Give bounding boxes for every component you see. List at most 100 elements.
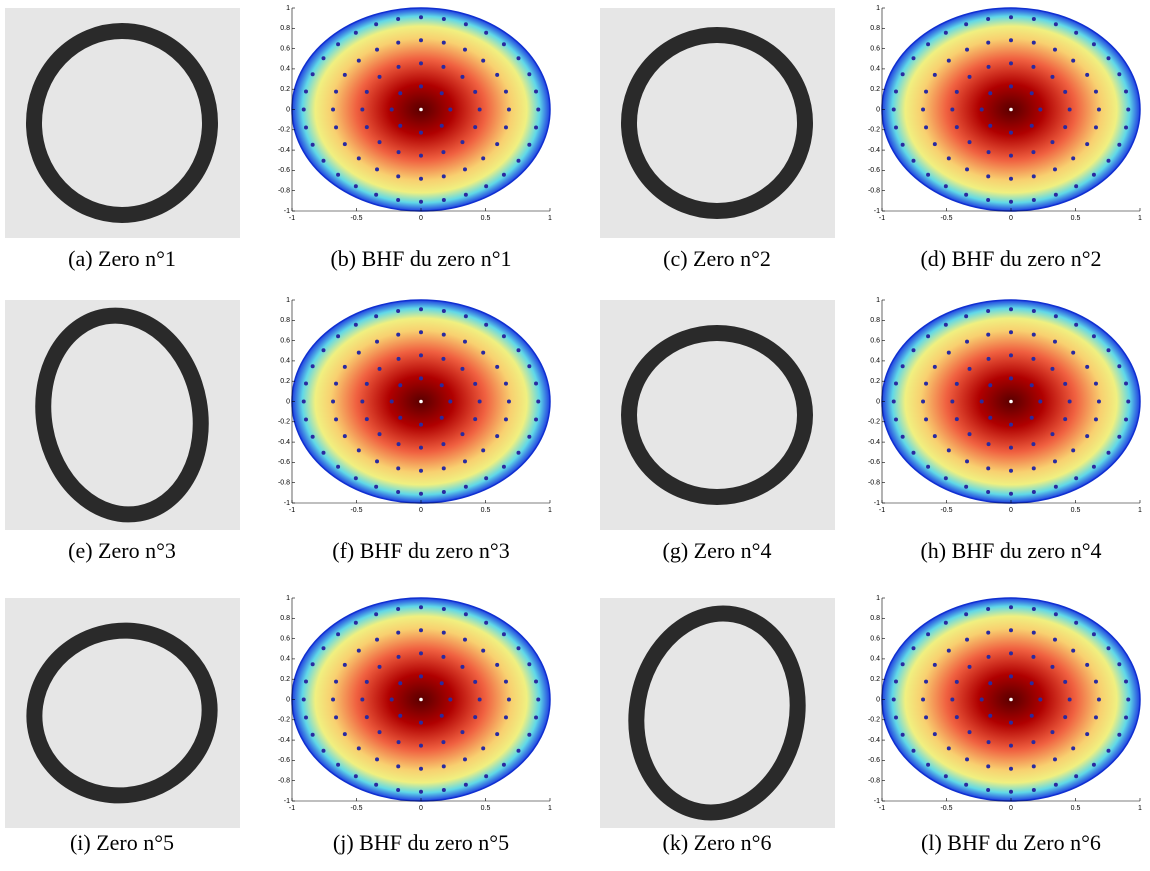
sample-dot (396, 356, 401, 361)
x-tick-label: 0 (1009, 507, 1013, 514)
sample-dot (1009, 38, 1013, 43)
sample-dot (926, 464, 931, 469)
sample-dot (441, 630, 446, 635)
sample-dot (375, 459, 380, 464)
x-tick-label: -1 (289, 215, 295, 222)
sample-dot (965, 339, 970, 344)
sample-dot (932, 142, 937, 147)
sample-dot (1052, 47, 1057, 52)
sample-dot (921, 107, 926, 112)
sample-dot (484, 774, 489, 779)
sample-dot (988, 123, 993, 128)
sample-dot (398, 91, 403, 96)
caption: (i) Zero n°5 (70, 830, 174, 855)
sample-dot (1117, 72, 1122, 77)
sample-dot (377, 74, 382, 79)
sample-dot (534, 417, 539, 422)
sample-dot (1074, 30, 1079, 35)
sample-dot (473, 679, 478, 684)
sample-dot (473, 417, 478, 422)
sample-dot (1031, 40, 1036, 45)
sample-dot (495, 434, 500, 439)
sample-dot (986, 17, 991, 22)
sample-dot (1009, 651, 1013, 656)
sample-dot (986, 740, 991, 745)
y-tick-label: 0.8 (280, 317, 290, 324)
sample-dot (419, 720, 423, 725)
y-tick-label: -1 (284, 208, 290, 215)
sample-dot (1091, 632, 1096, 637)
sample-dot (1071, 648, 1076, 653)
sample-dot (495, 732, 500, 737)
sample-dot (419, 445, 423, 450)
y-tick-label: 0.2 (870, 86, 880, 93)
sample-dot (303, 381, 308, 386)
sample-dot (893, 381, 898, 386)
center-dot (1009, 399, 1013, 404)
sample-dot (462, 637, 467, 642)
sample-dot (536, 399, 541, 404)
sample-dot (303, 125, 308, 130)
sample-dot (1063, 381, 1068, 386)
sample-dot (1009, 199, 1013, 204)
sample-dot (342, 142, 347, 147)
sample-dot (419, 199, 423, 204)
x-tick-label: 1 (548, 215, 552, 222)
sample-dot (334, 381, 339, 386)
sample-dot (1031, 150, 1036, 155)
sample-dot (1009, 130, 1013, 135)
sample-dot (964, 612, 969, 617)
center-dot (419, 697, 423, 702)
sample-dot (911, 646, 916, 651)
sample-dot (516, 646, 521, 651)
sample-dot (389, 107, 394, 112)
sample-dot (375, 757, 380, 762)
x-tick-label: 0.5 (1071, 215, 1081, 222)
sample-dot (374, 314, 379, 319)
y-tick-label: -0.2 (868, 717, 880, 724)
sample-dot (1031, 654, 1036, 659)
sample-dot (1063, 679, 1068, 684)
sample-dot (419, 789, 423, 794)
sample-dot (986, 356, 991, 361)
sample-dot (534, 89, 539, 94)
sample-dot (932, 364, 937, 369)
y-tick-label: -0.2 (868, 127, 880, 134)
sample-dot (419, 130, 423, 135)
caption: (b) BHF du zero n°1 (330, 246, 511, 271)
caption: (a) Zero n°1 (68, 246, 176, 271)
sample-dot (924, 125, 929, 130)
sample-dot (321, 646, 326, 651)
sample-dot (321, 348, 326, 353)
sample-dot (534, 125, 539, 130)
y-tick-label: 0.4 (280, 358, 290, 365)
sample-dot (900, 142, 905, 147)
sample-dot (448, 697, 453, 702)
y-tick-label: -0.6 (278, 757, 290, 764)
sample-dot (527, 732, 532, 737)
sample-dot (419, 743, 423, 748)
sample-dot (1031, 764, 1036, 769)
x-tick-label: -1 (289, 507, 295, 514)
sample-dot (1031, 197, 1036, 202)
x-tick-label: 1 (1138, 215, 1142, 222)
sample-dot (1063, 125, 1068, 130)
sample-dot (419, 468, 423, 473)
y-tick-label: -0.2 (278, 717, 290, 724)
digit-image (5, 8, 240, 238)
sample-dot (1031, 442, 1036, 447)
sample-dot (501, 172, 506, 177)
y-tick-label: -1 (874, 208, 880, 215)
sample-dot (396, 654, 401, 659)
y-tick-label: 0.8 (870, 25, 880, 32)
sample-dot (439, 91, 444, 96)
sample-dot (473, 89, 478, 94)
sample-dot (462, 459, 467, 464)
sample-dot (1009, 789, 1013, 794)
y-tick-label: -0.8 (278, 188, 290, 195)
sample-dot (954, 417, 959, 422)
digit-image (5, 300, 240, 530)
sample-dot (441, 466, 446, 471)
digit-image (600, 8, 835, 238)
sample-dot (353, 476, 358, 481)
